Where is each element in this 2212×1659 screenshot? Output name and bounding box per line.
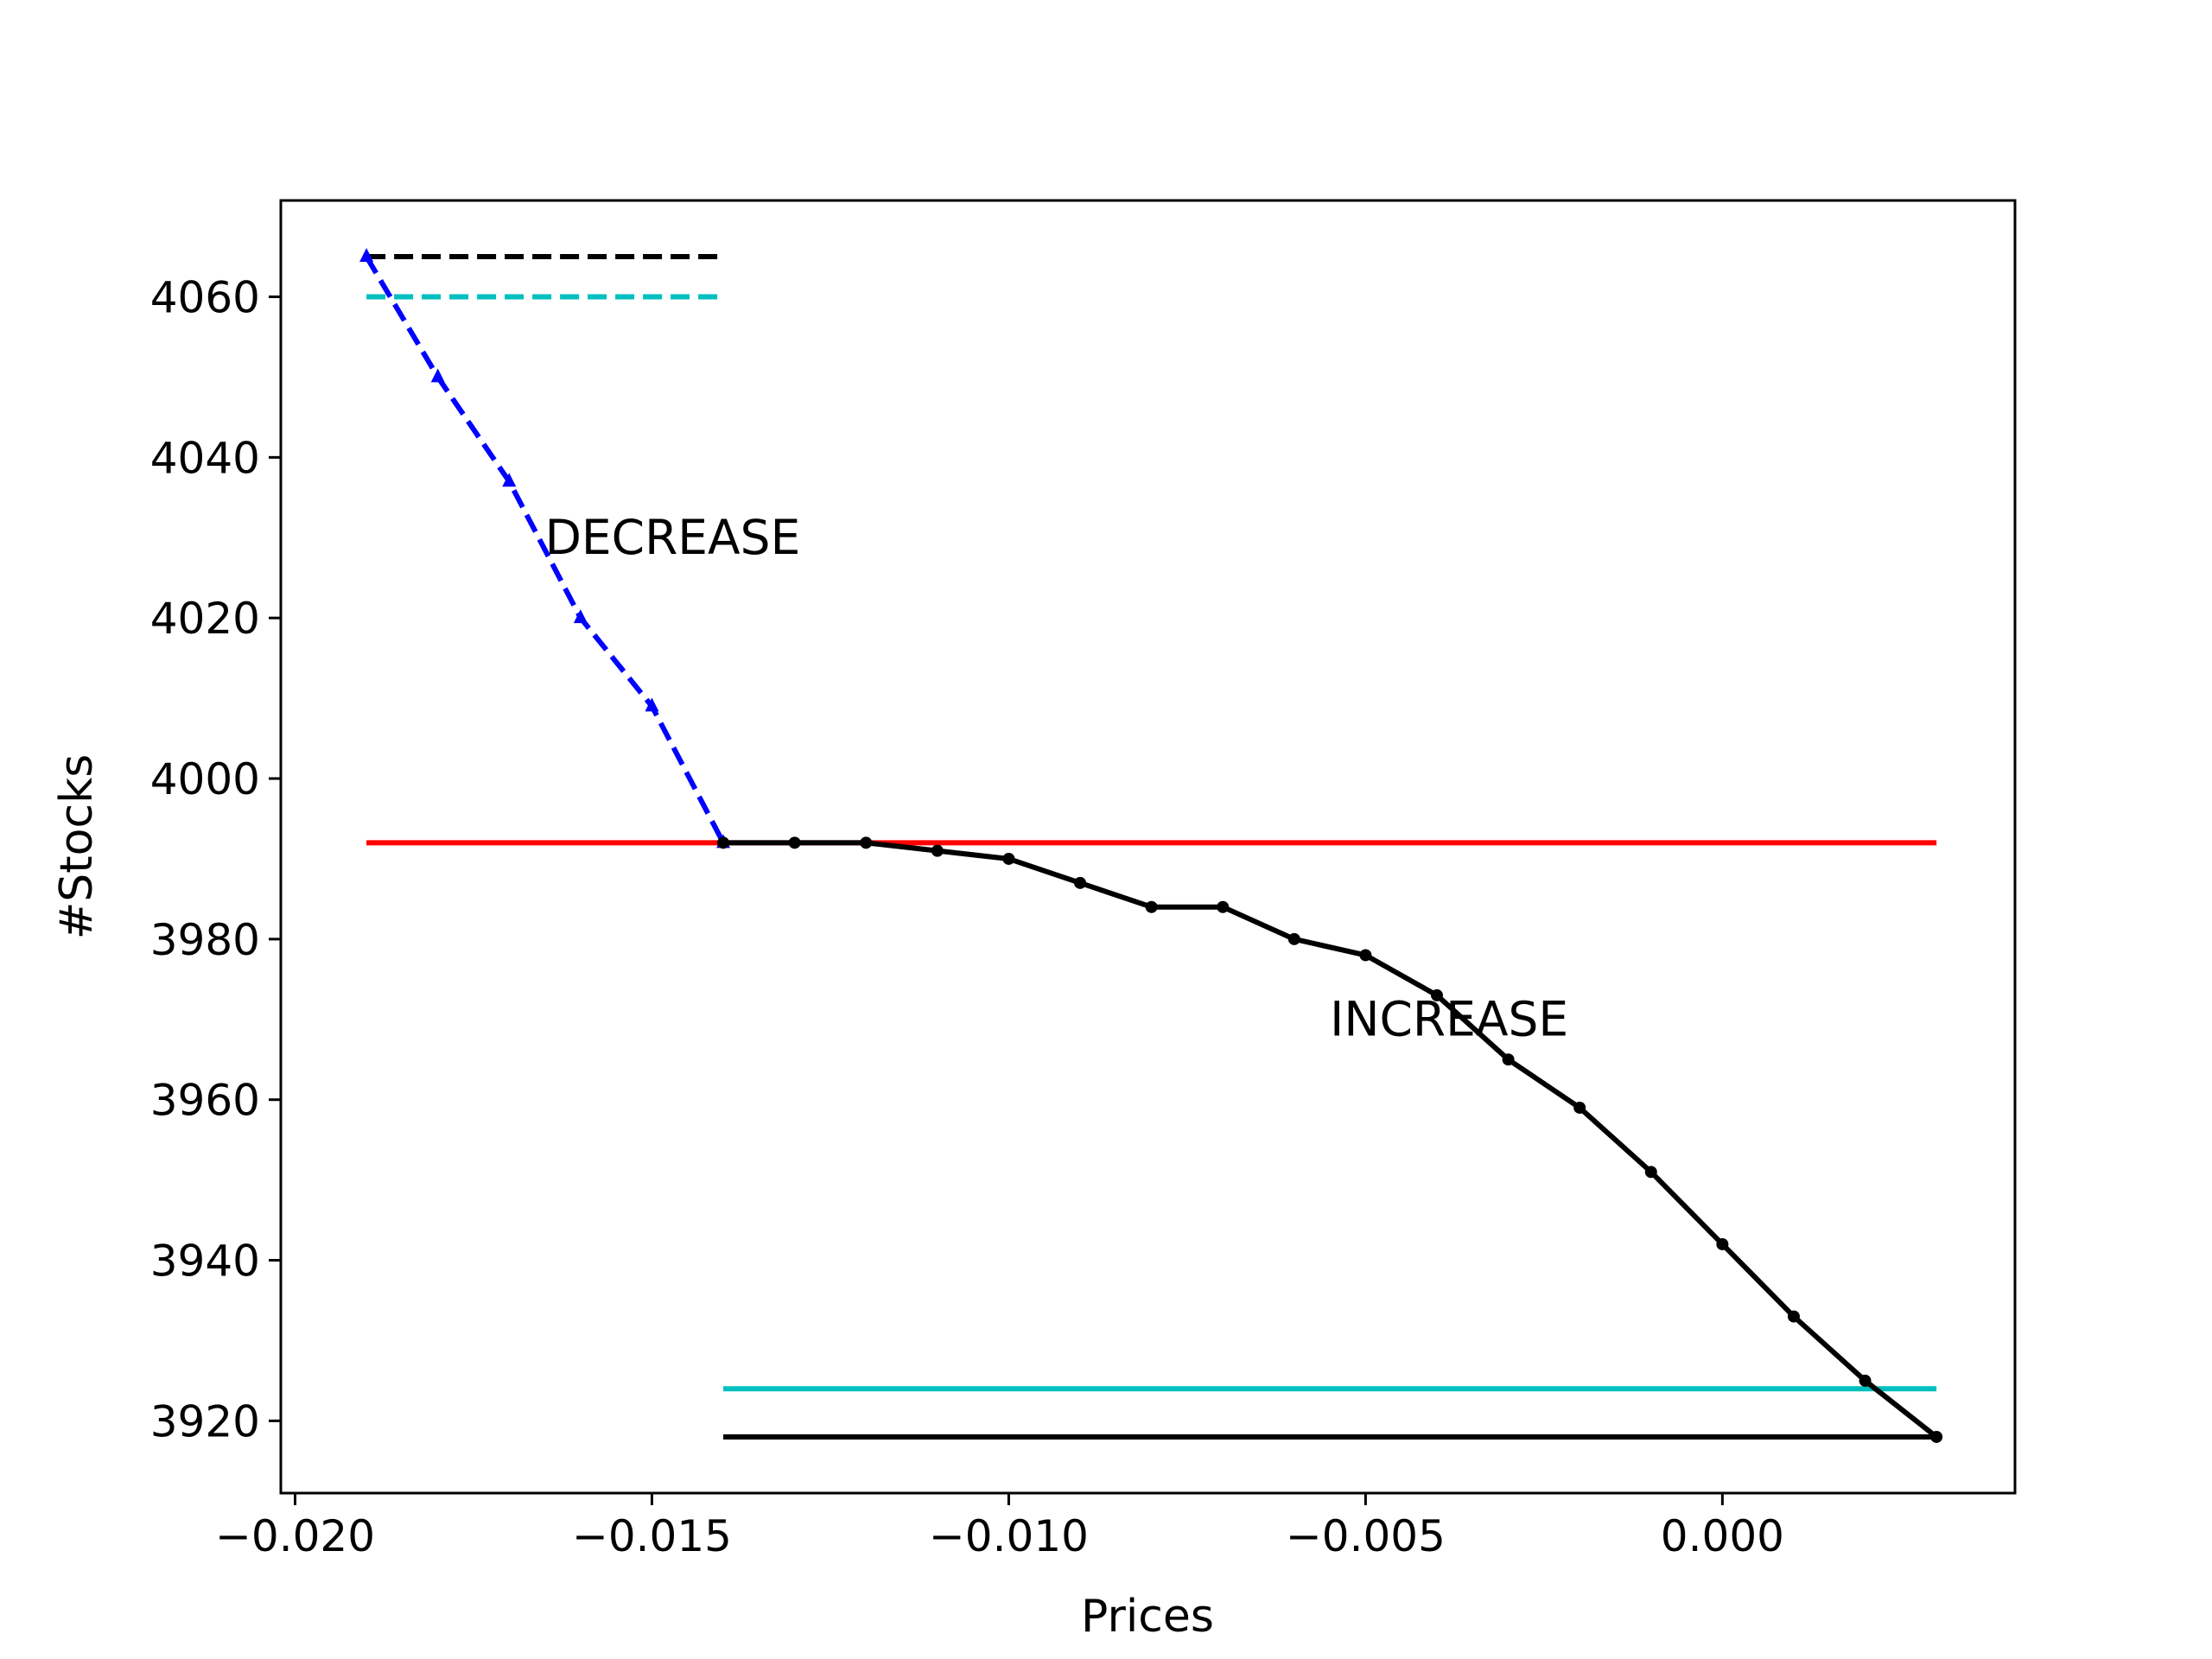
annotation-label: INCREASE — [1330, 991, 1568, 1046]
y-tick-label: 3960 — [150, 1076, 260, 1126]
data-point — [502, 473, 517, 487]
data-point — [1644, 1166, 1657, 1179]
data-point — [1431, 988, 1443, 1001]
data-point — [573, 609, 588, 624]
y-tick-label: 4000 — [150, 754, 260, 804]
data-point — [1002, 852, 1015, 865]
data-point — [430, 368, 445, 383]
y-tick-label: 4060 — [150, 273, 260, 323]
x-tick-label: −0.015 — [572, 1511, 732, 1561]
x-tick-label: 0.000 — [1661, 1511, 1784, 1561]
data-point — [1787, 1310, 1800, 1323]
data-point — [1859, 1374, 1872, 1387]
annotation-label: DECREASE — [545, 510, 801, 565]
data-point — [1359, 949, 1372, 962]
plot-area — [281, 200, 2015, 1493]
annotations: DECREASE INCREASE — [545, 510, 1569, 1047]
data-point — [860, 836, 873, 849]
y-tick-label: 3920 — [150, 1396, 260, 1446]
plot-frame — [279, 199, 2017, 1495]
series-line — [723, 840, 1939, 1440]
data-point — [1145, 900, 1158, 913]
data-point — [645, 697, 659, 712]
data-point — [1287, 932, 1300, 945]
data-point — [1502, 1053, 1515, 1066]
data-point — [359, 248, 374, 263]
y-axis-label: #Stocks — [51, 754, 103, 940]
x-tick-label: −0.020 — [215, 1511, 375, 1561]
data-point — [788, 836, 801, 849]
data-point — [1573, 1101, 1586, 1114]
series-markers — [359, 248, 1943, 1443]
x-tick-label: −0.005 — [1286, 1511, 1446, 1561]
data-point — [1074, 876, 1087, 889]
y-tick-label: 3940 — [150, 1236, 260, 1287]
data-point — [1217, 900, 1230, 913]
series-lines — [364, 255, 1939, 1440]
x-axis-label: Prices — [1081, 1591, 1214, 1643]
reference-lines — [366, 254, 1937, 1440]
x-tick-label: −0.010 — [929, 1511, 1089, 1561]
y-axis-ticks: 3920 3940 3960 3980 4000 4020 4040 4060 — [150, 273, 281, 1446]
y-tick-label: 4020 — [150, 594, 260, 644]
x-axis-ticks: −0.020 −0.015 −0.010 −0.005 0.000 — [215, 1493, 1784, 1561]
data-point — [931, 844, 944, 857]
data-point — [1930, 1430, 1943, 1443]
y-tick-label: 3980 — [150, 915, 260, 965]
data-point — [717, 836, 730, 849]
data-point — [1716, 1237, 1729, 1250]
series-line — [364, 255, 726, 844]
y-tick-label: 4040 — [150, 433, 260, 483]
